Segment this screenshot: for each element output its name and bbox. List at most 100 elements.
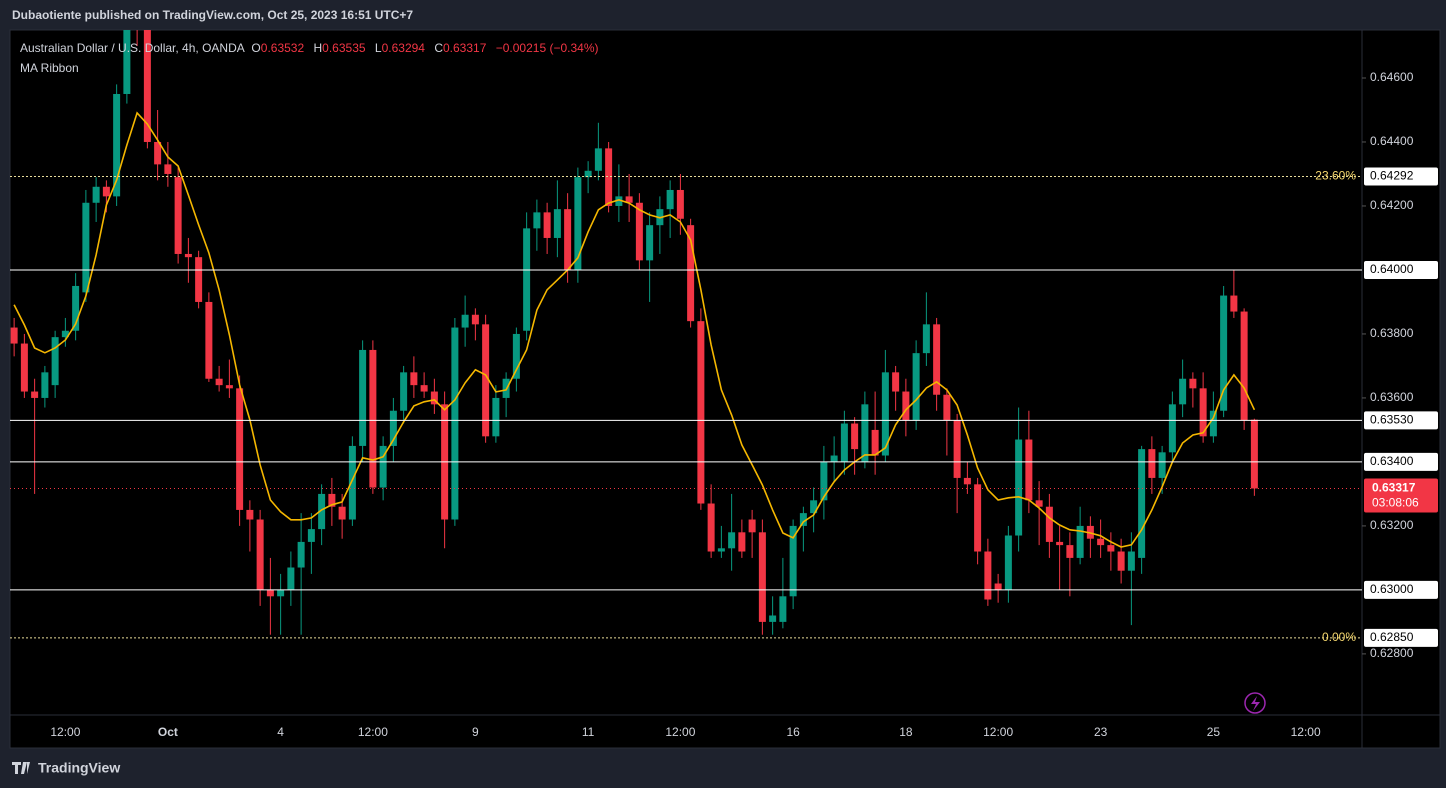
y-tick-label: 0.64200 [1370, 198, 1414, 212]
candle-body [338, 506, 346, 520]
candle-body [1097, 538, 1105, 546]
footer: TradingView [38, 760, 120, 776]
candle-body [123, 30, 131, 94]
candle-body [389, 410, 397, 446]
candle-body [1035, 500, 1043, 507]
candle-body [1189, 378, 1197, 389]
candle-body [1076, 525, 1084, 558]
y-tick-label: 0.64400 [1370, 134, 1414, 148]
candle-body [953, 420, 961, 478]
candle-body [1066, 545, 1074, 558]
price-box [1364, 478, 1438, 513]
candle-body [359, 349, 367, 446]
ma-line [13, 111, 1256, 548]
candle-body [1179, 378, 1187, 405]
price-label: 0.63317 [1372, 481, 1416, 495]
candle-body [1045, 506, 1053, 542]
fib-label: 23.60% [1315, 169, 1356, 183]
candle-body [1199, 388, 1207, 437]
candle-body [851, 423, 859, 450]
x-tick-label: 11 [582, 725, 595, 739]
candle-body [666, 189, 674, 210]
level-box [1364, 167, 1438, 186]
candle-body [1220, 295, 1228, 411]
candle-body [902, 391, 910, 421]
candle-body [943, 394, 951, 421]
candle-body [1138, 449, 1146, 558]
candle-body [738, 532, 746, 552]
level-label: 0.63000 [1370, 582, 1414, 596]
alert-icon[interactable] [1244, 692, 1266, 714]
candle-body [881, 372, 889, 456]
candle-body [471, 314, 479, 325]
x-tick-label: 9 [472, 725, 479, 739]
candle-body [92, 186, 100, 203]
level-label: 0.62850 [1370, 630, 1414, 644]
candle-body [687, 225, 695, 322]
x-tick-label: 12:00 [665, 725, 695, 739]
alert-icon-bolt [1251, 696, 1260, 711]
candle-body [215, 378, 223, 386]
candle-body [799, 513, 807, 526]
candle-body [728, 532, 736, 549]
candle-body [646, 225, 654, 261]
candle-body [10, 327, 18, 344]
candle-body [1107, 545, 1115, 552]
candle-body [318, 493, 326, 530]
ohlc-letter: H [313, 41, 323, 55]
y-tick-label: 0.63200 [1370, 518, 1414, 532]
candle-body [892, 372, 900, 392]
x-tick-label: 25 [1207, 725, 1221, 739]
candle-body [1168, 404, 1176, 453]
level-box [1364, 452, 1438, 471]
ohlc-value: 0.63535 [322, 41, 366, 55]
candle-body [461, 314, 469, 328]
candle-body [871, 429, 879, 456]
candle-body [769, 615, 777, 622]
x-tick-label: 12:00 [358, 725, 388, 739]
candle-body [143, 30, 151, 142]
level-box [1364, 260, 1438, 279]
candle-body [594, 148, 602, 171]
candle-body [974, 484, 982, 552]
y-tick-label: 0.62800 [1370, 646, 1414, 660]
candle-body [1148, 449, 1156, 478]
level-label: 0.63400 [1370, 454, 1414, 468]
candle-body [369, 349, 377, 488]
candle-body [820, 461, 828, 501]
candle-body [328, 493, 336, 507]
ohlc-value: 0.63294 [381, 41, 425, 55]
indicator-name: MA Ribbon [20, 61, 79, 75]
candle-body [717, 548, 725, 552]
ohlc-letter: O [251, 41, 261, 55]
legend-row: Australian Dollar / U.S. Dollar, 4h, OAN… [20, 38, 604, 58]
plot [10, 30, 1258, 635]
candle-body [51, 337, 59, 386]
candle-body [430, 391, 438, 405]
candle-body [174, 177, 182, 254]
candle-body [523, 228, 531, 331]
candle-body [748, 519, 756, 533]
candle-body [512, 333, 520, 379]
candle-body [553, 209, 561, 238]
candle-body [41, 372, 49, 398]
candle-body [236, 388, 244, 510]
x-tick-label: 12:00 [1291, 725, 1321, 739]
candle-body [564, 209, 572, 270]
ohlc-letter: C [434, 41, 443, 55]
candle-body [482, 324, 490, 437]
candle-body [1230, 295, 1238, 312]
candle-body [348, 445, 356, 520]
candle-body [933, 324, 941, 395]
candle-body [1004, 535, 1012, 590]
candle-body [994, 583, 1002, 590]
candle-body [1117, 551, 1125, 571]
candle-body [605, 148, 613, 206]
level-box [1364, 580, 1438, 599]
level-box [1364, 628, 1438, 647]
candle-body [20, 343, 28, 392]
candle-body [113, 93, 121, 197]
y-tick-label: 0.64600 [1370, 70, 1414, 84]
candle-body [164, 164, 172, 174]
